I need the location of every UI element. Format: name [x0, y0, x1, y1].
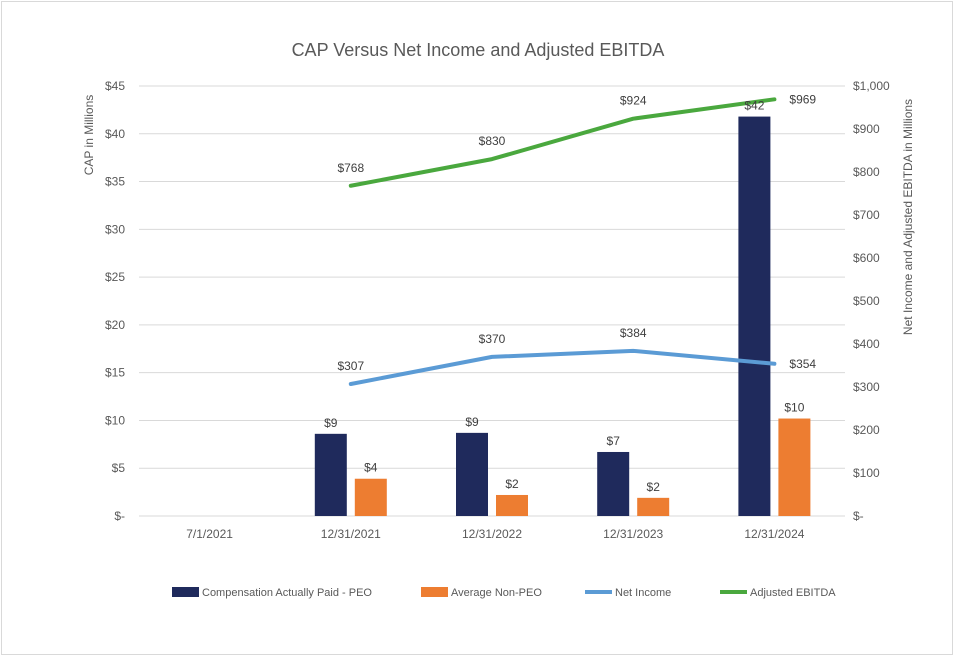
bar-data-label: $2: [505, 477, 519, 491]
y2-tick-label: $600: [853, 251, 880, 265]
chart-title: CAP Versus Net Income and Adjusted EBITD…: [292, 40, 665, 60]
legend-item: Average Non-PEO: [421, 587, 542, 599]
line-data-label: $307: [337, 359, 364, 373]
y-tick-label: $15: [105, 366, 125, 380]
line-data-label: $370: [479, 332, 506, 346]
legend-swatch: [172, 587, 199, 597]
legend-label: Average Non-PEO: [451, 587, 542, 599]
y-tick-label: $5: [112, 461, 126, 475]
line-data-label: $924: [620, 94, 647, 108]
y-tick-label: $40: [105, 127, 125, 141]
y-tick-label: $20: [105, 318, 125, 332]
right-axis-ticks: $- $100 $200 $300 $400 $500 $600 $700 $800 $900 $1…: [853, 79, 890, 523]
left-axis-ticks: $- $5 $10 $15 $20 $25 $30 $35 $40 $45: [105, 79, 125, 523]
bar-compensation-actually-paid-peo: [314, 433, 347, 516]
bar-average-non-peo: [354, 478, 387, 516]
line-net-income: [348, 348, 777, 386]
y-tick-label: $25: [105, 270, 125, 284]
y-tick-label: $45: [105, 79, 125, 93]
y2-tick-label: $900: [853, 122, 880, 136]
x-tick-label: 12/31/2021: [321, 527, 381, 541]
x-axis-ticks: 7/1/2021 12/31/2021 12/31/2022 12/31/2023 12…: [186, 527, 805, 541]
y-axis-label: CAP in Millions: [82, 95, 96, 175]
y-tick-label: $-: [114, 509, 125, 523]
y-tick-label: $30: [105, 222, 125, 236]
bar-data-label: $10: [784, 401, 804, 415]
legend-item: Adjusted EBITDA: [720, 587, 836, 599]
line-series: [348, 97, 777, 386]
line-data-label: $354: [789, 357, 816, 371]
bar-data-label: $42: [744, 99, 764, 113]
bar-data-label: $7: [607, 434, 621, 448]
line-adjusted-ebitda: [348, 97, 777, 188]
legend-label: Compensation Actually Paid - PEO: [202, 587, 372, 599]
bar-data-label: $4: [364, 461, 378, 475]
bar-compensation-actually-paid-peo: [597, 451, 630, 516]
y2-tick-label: $700: [853, 208, 880, 222]
bar-data-label: $2: [647, 480, 661, 494]
x-tick-label: 7/1/2021: [186, 527, 233, 541]
legend-item: Compensation Actually Paid - PEO: [172, 587, 372, 599]
y2-tick-label: $200: [853, 423, 880, 437]
y-tick-label: $10: [105, 413, 125, 427]
line-data-label: $384: [620, 326, 647, 340]
y-tick-label: $35: [105, 175, 125, 189]
y2-tick-label: $500: [853, 294, 880, 308]
y2-axis-label: Net Income and Adjusted EBITDA in Millio…: [901, 99, 915, 335]
y2-tick-label: $-: [853, 509, 864, 523]
x-tick-label: 12/31/2022: [462, 527, 522, 541]
bar-average-non-peo: [637, 497, 670, 516]
bar-average-non-peo: [778, 418, 811, 516]
legend-item: Net Income: [585, 587, 671, 599]
line-data-label: $768: [337, 161, 364, 175]
x-tick-label: 12/31/2023: [603, 527, 663, 541]
y2-tick-label: $100: [853, 466, 880, 480]
bar-average-non-peo: [496, 494, 528, 516]
y2-tick-label: $800: [853, 165, 880, 179]
gridlines: [139, 85, 845, 517]
y2-tick-label: $1,000: [853, 79, 890, 93]
y2-tick-label: $400: [853, 337, 880, 351]
line-data-label: $969: [789, 92, 816, 106]
y2-tick-label: $300: [853, 380, 880, 394]
legend-swatch: [421, 587, 448, 597]
line-data-label: $830: [479, 134, 506, 148]
data-labels: $9 $9 $7 $42 $4 $2 $2 $10 $307 $370 $384 $354 $768 $8…: [324, 92, 816, 494]
bar-compensation-actually-paid-peo: [456, 432, 488, 516]
legend-label: Adjusted EBITDA: [750, 587, 836, 599]
legend-label: Net Income: [615, 587, 671, 599]
x-tick-label: 12/31/2024: [744, 527, 804, 541]
bar-data-label: $9: [324, 416, 338, 430]
legend: Compensation Actually Paid - PEO Average …: [172, 587, 836, 599]
bar-series: [314, 116, 811, 517]
bar-data-label: $9: [465, 415, 479, 429]
bar-compensation-actually-paid-peo: [738, 116, 771, 517]
